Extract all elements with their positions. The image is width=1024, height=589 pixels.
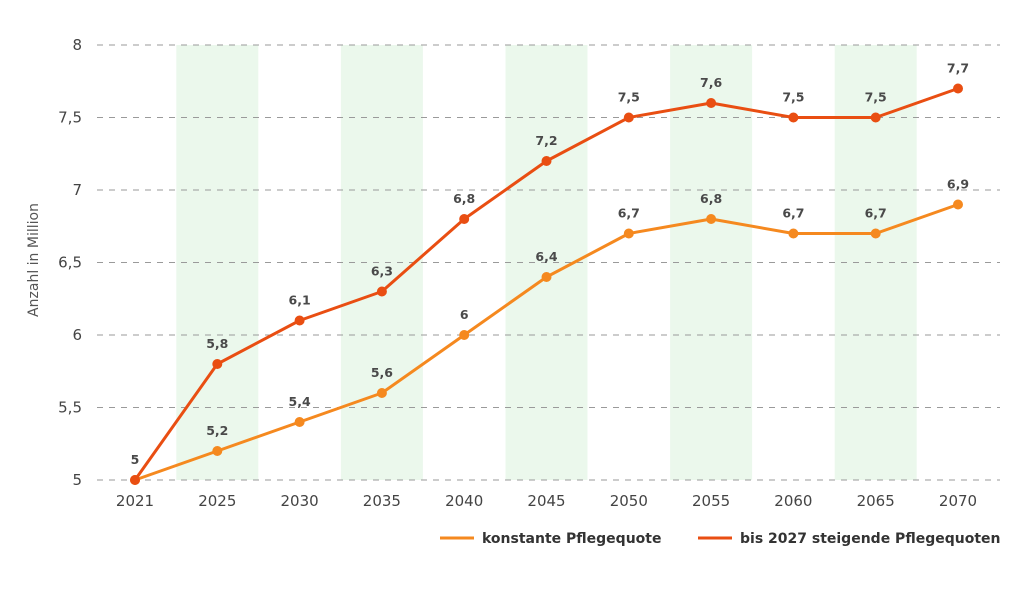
data-label: 6 [460, 307, 469, 322]
y-axis-ticks: 5 5,5 6 6,5 7 7,5 8 [58, 36, 82, 489]
data-point [870, 112, 881, 123]
data-point [376, 388, 387, 398]
data-label: 5,8 [206, 336, 228, 351]
x-tick-label: 2055 [692, 492, 730, 510]
x-tick-label: 2060 [774, 492, 812, 510]
data-point [212, 446, 223, 456]
data-point [459, 330, 470, 340]
data-label: 6,3 [371, 264, 393, 279]
y-tick-label: 8 [72, 36, 82, 54]
data-label: 5,6 [371, 365, 393, 380]
data-label: 7,7 [947, 61, 969, 76]
data-label: 6,4 [535, 249, 557, 264]
y-tick-label: 6 [72, 326, 82, 344]
y-axis-label: Anzahl in Million [26, 203, 42, 317]
data-label: 6,9 [947, 177, 969, 192]
data-label: 6,7 [865, 206, 887, 221]
data-point [541, 272, 552, 282]
x-tick-label: 2021 [116, 492, 154, 510]
data-label: 7,5 [865, 90, 887, 105]
data-label: 7,2 [535, 133, 557, 148]
legend-label: bis 2027 steigende Pflegequoten [740, 531, 1000, 547]
x-tick-label: 2065 [857, 492, 895, 510]
data-point [541, 156, 552, 166]
data-point [623, 112, 634, 123]
x-tick-label: 2040 [445, 492, 483, 510]
data-point [376, 286, 387, 297]
data-labels: 5,2 5,4 5,6 6 6,4 6,7 6,8 6,7 6,7 6,9 5 5,8 6,1 6,3 6,… [131, 61, 969, 468]
y-tick-label: 5,5 [58, 399, 82, 417]
x-tick-label: 2050 [610, 492, 648, 510]
data-label: 6,1 [289, 293, 311, 308]
series-group [130, 83, 963, 485]
data-point [130, 475, 140, 485]
x-tick-label: 2070 [939, 492, 977, 510]
y-tick-label: 7,5 [58, 109, 82, 127]
legend: konstante Pflegequote bis 2027 steigende … [440, 531, 1000, 547]
data-point [788, 228, 799, 239]
y-tick-label: 7 [72, 181, 82, 199]
data-point [706, 214, 717, 224]
data-point [953, 199, 963, 210]
data-label: 6,8 [453, 191, 475, 206]
data-label: 5,2 [206, 423, 228, 438]
data-point [459, 214, 470, 224]
data-point [212, 359, 223, 369]
data-label: 7,5 [618, 90, 640, 105]
data-point [294, 417, 305, 427]
data-label: 5,4 [289, 394, 311, 409]
x-tick-label: 2045 [527, 492, 565, 510]
y-tick-label: 6,5 [58, 254, 82, 272]
legend-label: konstante Pflegequote [482, 531, 661, 547]
data-label: 6,7 [618, 206, 640, 221]
data-label: 7,6 [700, 75, 722, 90]
y-tick-label: 5 [72, 471, 82, 489]
data-label: 7,5 [782, 90, 804, 105]
data-point [953, 83, 963, 94]
x-axis-ticks: 2021 2025 2030 2035 2040 2045 2050 2055 2060 2065… [116, 492, 977, 510]
data-point [870, 228, 881, 239]
data-point [623, 228, 634, 239]
data-label: 6,8 [700, 191, 722, 206]
x-tick-label: 2025 [198, 492, 236, 510]
data-point [294, 315, 305, 326]
data-point [706, 98, 717, 108]
data-label: 6,7 [782, 206, 804, 221]
data-point [788, 112, 799, 123]
x-tick-label: 2030 [281, 492, 319, 510]
x-tick-label: 2035 [363, 492, 401, 510]
data-label: 5 [131, 452, 140, 467]
